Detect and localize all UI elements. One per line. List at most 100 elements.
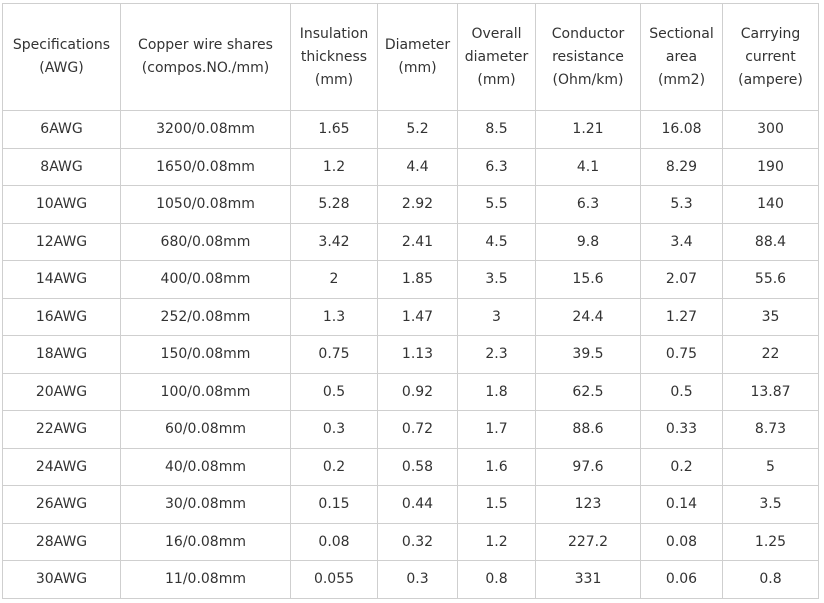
header-line: diameter <box>464 48 529 65</box>
table-row: 28AWG 16/0.08mm 0.08 0.32 1.2 227.2 0.08 1.25 <box>2 522 819 561</box>
table-cell: 300 <box>722 110 819 149</box>
table-cell: 1.65 <box>290 110 378 149</box>
table-body: 6AWG 3200/0.08mm 1.65 5.2 8.5 1.21 16.08 300 8AW… <box>2 110 819 599</box>
header-line: Overall <box>471 25 522 42</box>
table-cell: 0.5 <box>290 372 378 411</box>
table-cell: 1.8 <box>457 372 536 411</box>
table-cell: 3200/0.08mm <box>120 110 291 149</box>
table-cell: 24.4 <box>535 297 641 336</box>
table-row: 18AWG 150/0.08mm 0.75 1.13 2.3 39.5 0.75 22 <box>2 335 819 374</box>
header-line: area <box>665 48 698 65</box>
header-line: (compos.NO./mm) <box>141 60 270 76</box>
table-cell: 0.08 <box>290 522 378 561</box>
table-cell: 1.13 <box>377 335 458 374</box>
table-cell: 0.58 <box>377 447 458 486</box>
table-cell: 4.5 <box>457 222 536 261</box>
table-cell: 8.73 <box>722 410 819 449</box>
header-line: Sectional <box>649 25 714 42</box>
table-cell: 3.5 <box>457 260 536 299</box>
table-cell: 1.25 <box>722 522 819 561</box>
table-cell: 3.4 <box>640 222 723 261</box>
table-cell: 0.3 <box>290 410 378 449</box>
table-row: 26AWG 30/0.08mm 0.15 0.44 1.5 123 0.14 3.5 <box>2 485 819 524</box>
header-line: Specifications <box>12 37 111 53</box>
header-line: (ampere) <box>738 71 803 88</box>
table-cell: 16/0.08mm <box>120 522 291 561</box>
header-line: Conductor <box>551 25 625 42</box>
table-cell: 2.92 <box>377 185 458 224</box>
header-line: (mm) <box>314 71 354 88</box>
table-cell: 0.08 <box>640 522 723 561</box>
header-cell: Conductor resistance (Ohm/km) <box>535 3 641 111</box>
table-row: 6AWG 3200/0.08mm 1.65 5.2 8.5 1.21 16.08 300 <box>2 110 819 149</box>
header-cell: Specifications (AWG) <box>2 3 121 111</box>
table-cell: 8.29 <box>640 147 723 186</box>
table-cell: 1650/0.08mm <box>120 147 291 186</box>
table-cell: 5.3 <box>640 185 723 224</box>
table-cell: 2.3 <box>457 335 536 374</box>
table-cell: 2.41 <box>377 222 458 261</box>
table-cell: 30AWG <box>2 560 121 599</box>
table-cell: 13.87 <box>722 372 819 411</box>
table-cell: 227.2 <box>535 522 641 561</box>
table-cell: 9.8 <box>535 222 641 261</box>
header-line: Carrying <box>740 25 801 42</box>
header-line: Insulation <box>299 25 369 42</box>
table-cell: 14AWG <box>2 260 121 299</box>
table-cell: 1.47 <box>377 297 458 336</box>
table-cell: 0.8 <box>457 560 536 599</box>
table-cell: 18AWG <box>2 335 121 374</box>
table-cell: 0.055 <box>290 560 378 599</box>
table-cell: 1.27 <box>640 297 723 336</box>
table-row: 22AWG 60/0.08mm 0.3 0.72 1.7 88.6 0.33 8.73 <box>2 410 819 449</box>
table-cell: 6.3 <box>535 185 641 224</box>
table-cell: 0.15 <box>290 485 378 524</box>
table-cell: 39.5 <box>535 335 641 374</box>
header-line: (Ohm/km) <box>552 71 624 88</box>
header-cell: Overall diameter (mm) <box>457 3 536 111</box>
table-cell: 1.6 <box>457 447 536 486</box>
table-cell: 0.5 <box>640 372 723 411</box>
table-row: 20AWG 100/0.08mm 0.5 0.92 1.8 62.5 0.5 13.87 <box>2 372 819 411</box>
table-cell: 680/0.08mm <box>120 222 291 261</box>
table-cell: 123 <box>535 485 641 524</box>
table-cell: 3.42 <box>290 222 378 261</box>
table-cell: 0.2 <box>290 447 378 486</box>
table-cell: 28AWG <box>2 522 121 561</box>
table-cell: 2 <box>290 260 378 299</box>
header-cell: Diameter (mm) <box>377 3 458 111</box>
table-cell: 0.8 <box>722 560 819 599</box>
table-cell: 0.44 <box>377 485 458 524</box>
table-row: 8AWG 1650/0.08mm 1.2 4.4 6.3 4.1 8.29 190 <box>2 147 819 186</box>
table-cell: 1050/0.08mm <box>120 185 291 224</box>
table-cell: 30/0.08mm <box>120 485 291 524</box>
header-row: Specifications (AWG) Copper wire shares (co… <box>2 3 819 111</box>
table-cell: 0.92 <box>377 372 458 411</box>
table-cell: 0.33 <box>640 410 723 449</box>
header-line: Copper wire shares <box>138 37 273 53</box>
table-cell: 12AWG <box>2 222 121 261</box>
header-line: (mm) <box>398 60 437 76</box>
table-cell: 1.7 <box>457 410 536 449</box>
table-cell: 3 <box>457 297 536 336</box>
table-cell: 16.08 <box>640 110 723 149</box>
table-cell: 8AWG <box>2 147 121 186</box>
table-cell: 1.2 <box>290 147 378 186</box>
spec-table: Specifications (AWG) Copper wire shares (co… <box>2 3 819 599</box>
table-cell: 0.06 <box>640 560 723 599</box>
table-cell: 6.3 <box>457 147 536 186</box>
table-cell: 20AWG <box>2 372 121 411</box>
table-cell: 15.6 <box>535 260 641 299</box>
table-cell: 6AWG <box>2 110 121 149</box>
header-cell: Sectional area (mm2) <box>640 3 723 111</box>
table-cell: 16AWG <box>2 297 121 336</box>
header-line: resistance <box>552 48 624 65</box>
header-line: (AWG) <box>39 60 84 76</box>
table-cell: 62.5 <box>535 372 641 411</box>
table-cell: 0.32 <box>377 522 458 561</box>
header-line: (mm) <box>477 71 516 88</box>
header-line: (mm2) <box>657 71 706 88</box>
table-cell: 5.28 <box>290 185 378 224</box>
table-cell: 5.2 <box>377 110 458 149</box>
header-line: current <box>745 48 796 65</box>
